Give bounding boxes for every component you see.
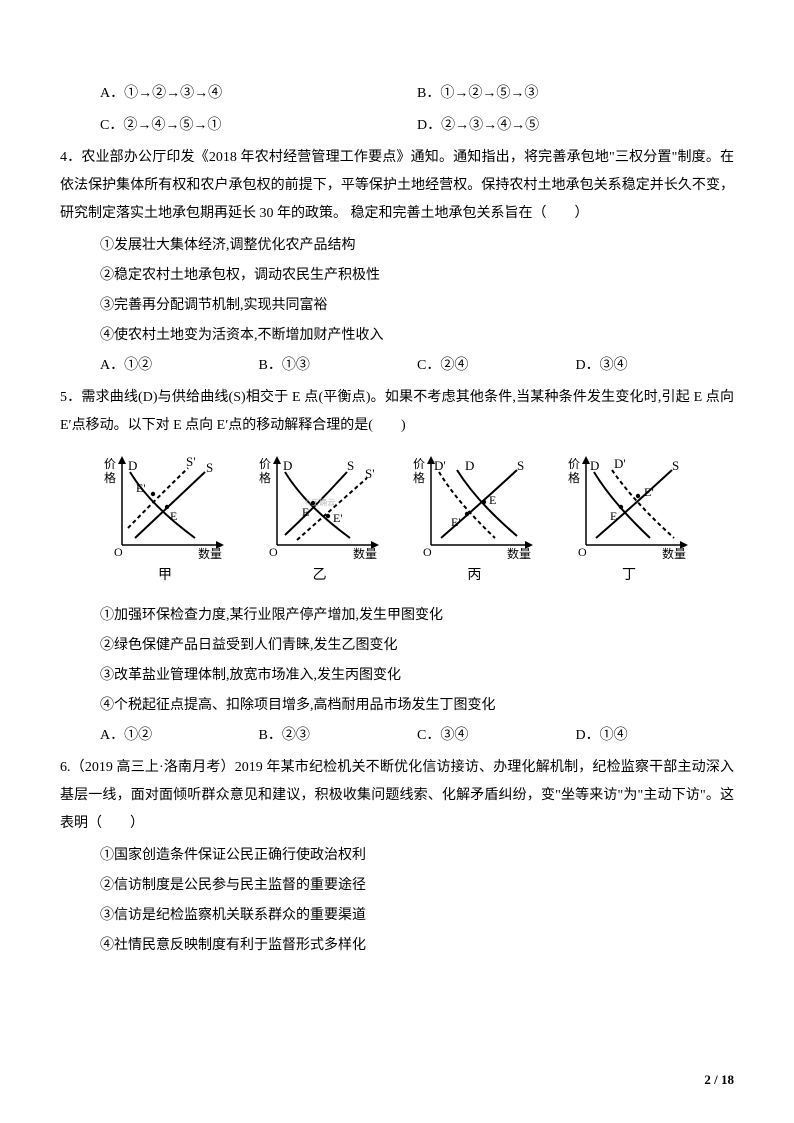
q4-s2: ②稳定农村土地承包权，调动农民生产积极性: [60, 262, 734, 290]
q5-option-c: C．③④: [417, 722, 576, 750]
q4-s3: ③完善再分配调节机制,实现共同富裕: [60, 292, 734, 320]
chart-ding-svg: 价 格 数量 O D D' S E E': [564, 450, 694, 560]
q4-option-c: C．②④: [417, 352, 576, 380]
q5-option-a: A．①②: [100, 722, 259, 750]
q4-stem: 4．农业部办公厅印发《2018 年农村经营管理工作要点》通知。通知指出，将完善承…: [60, 144, 734, 228]
svg-text:O: O: [423, 545, 432, 559]
svg-text:数量: 数量: [662, 546, 686, 560]
q5-option-d: D．①④: [576, 722, 735, 750]
q5-s4: ④个税起征点提高、扣除项目增多,高档耐用品市场发生丁图变化: [60, 692, 734, 720]
svg-text:E: E: [302, 505, 309, 519]
chart-yi: 价 格 数量 O D S S' ©正确云 E E' 乙: [255, 450, 385, 590]
svg-text:格: 格: [568, 470, 580, 485]
q5-s2: ②绿色保健产品日益受到人们青睐,发生乙图变化: [60, 632, 734, 660]
svg-text:O: O: [578, 545, 587, 559]
q4-options: A．①② B．①③ C．②④ D．③④: [60, 352, 734, 380]
q4-s4: ④使农村土地变为活资本,不断增加财产性收入: [60, 322, 734, 350]
svg-text:D: D: [128, 458, 137, 473]
chart-jia-label: 甲: [158, 562, 172, 590]
chart-bing-svg: 价 格 数量 O D D' S E E': [409, 450, 539, 560]
svg-text:D': D': [434, 458, 446, 473]
q3-option-a: A．①→②→③→④: [100, 80, 417, 108]
chart-yi-svg: 价 格 数量 O D S S' ©正确云 E E': [255, 450, 385, 560]
chart-ding: 价 格 数量 O D D' S E E' 丁: [564, 450, 694, 590]
q3-option-b: B．①→②→⑤→③: [417, 80, 734, 108]
chart-yi-label: 乙: [313, 562, 327, 590]
svg-text:S: S: [347, 458, 354, 473]
svg-text:S': S': [186, 454, 196, 469]
q3-option-c: C．②→④→⑤→①: [100, 112, 417, 140]
chart-bing-label: 丙: [467, 562, 481, 590]
page-footer: 2 / 18: [704, 1067, 734, 1093]
q4-option-d: D．③④: [576, 352, 735, 380]
q5-option-b: B．②③: [259, 722, 418, 750]
page-total: 18: [721, 1072, 734, 1087]
svg-text:©正确云: ©正确云: [305, 497, 335, 507]
chart-ding-label: 丁: [622, 562, 636, 590]
q3-options-row1: A．①→②→③→④ B．①→②→⑤→③: [60, 80, 734, 108]
q3-options-row2: C．②→④→⑤→① D．②→③→④→⑤: [60, 112, 734, 140]
svg-text:价: 价: [568, 457, 580, 471]
chart-jia-svg: 价 格 数量 O D S S' E E': [100, 450, 230, 560]
q6-s2: ②信访制度是公民参与民主监督的重要途径: [60, 872, 734, 900]
svg-text:D': D': [614, 456, 626, 471]
q5-stem: 5．需求曲线(D)与供给曲线(S)相交于 E 点(平衡点)。如果不考虑其他条件,…: [60, 384, 734, 440]
svg-text:S: S: [206, 460, 213, 475]
svg-text:格: 格: [104, 470, 116, 485]
svg-text:D: D: [283, 458, 292, 473]
svg-text:S: S: [517, 458, 524, 473]
q6-s4: ④社情民意反映制度有利于监督形式多样化: [60, 932, 734, 960]
q4-option-b: B．①③: [259, 352, 418, 380]
svg-text:O: O: [269, 545, 278, 559]
svg-text:E': E': [333, 511, 343, 525]
svg-text:格: 格: [259, 470, 271, 485]
svg-text:E: E: [170, 509, 177, 523]
svg-text:格: 格: [413, 470, 425, 485]
q5-charts: 价 格 数量 O D S S' E E' 甲 价: [60, 444, 734, 596]
q4-s1: ①发展壮大集体经济,调整优化农产品结构: [60, 232, 734, 260]
svg-text:E: E: [489, 493, 496, 507]
svg-text:O: O: [114, 545, 123, 559]
svg-text:数量: 数量: [507, 546, 531, 560]
q3-option-d: D．②→③→④→⑤: [417, 112, 734, 140]
svg-text:E': E': [136, 481, 146, 495]
svg-text:E: E: [610, 509, 617, 523]
svg-text:S': S': [365, 466, 375, 481]
svg-text:价: 价: [259, 457, 271, 471]
chart-jia: 价 格 数量 O D S S' E E' 甲: [100, 450, 230, 590]
svg-text:E': E': [644, 485, 654, 499]
q5-s1: ①加强环保检查力度,某行业限产停产增加,发生甲图变化: [60, 602, 734, 630]
page-sep: /: [711, 1072, 721, 1087]
q5-options: A．①② B．②③ C．③④ D．①④: [60, 722, 734, 750]
svg-text:E': E': [451, 515, 461, 529]
svg-text:数量: 数量: [353, 546, 377, 560]
q4-option-a: A．①②: [100, 352, 259, 380]
q6-s1: ①国家创造条件保证公民正确行使政治权利: [60, 842, 734, 870]
svg-text:D: D: [590, 458, 599, 473]
svg-text:D: D: [465, 458, 474, 473]
q6-stem: 6.（2019 高三上·洛南月考）2019 年某市纪检机关不断优化信访接访、办理…: [60, 754, 734, 838]
q5-s3: ③改革盐业管理体制,放宽市场准入,发生丙图变化: [60, 662, 734, 690]
q6-s3: ③信访是纪检监察机关联系群众的重要渠道: [60, 902, 734, 930]
svg-text:价: 价: [413, 457, 425, 471]
svg-text:数量: 数量: [198, 546, 222, 560]
chart-bing: 价 格 数量 O D D' S E E' 丙: [409, 450, 539, 590]
svg-text:价: 价: [104, 457, 116, 471]
svg-text:S: S: [672, 458, 679, 473]
